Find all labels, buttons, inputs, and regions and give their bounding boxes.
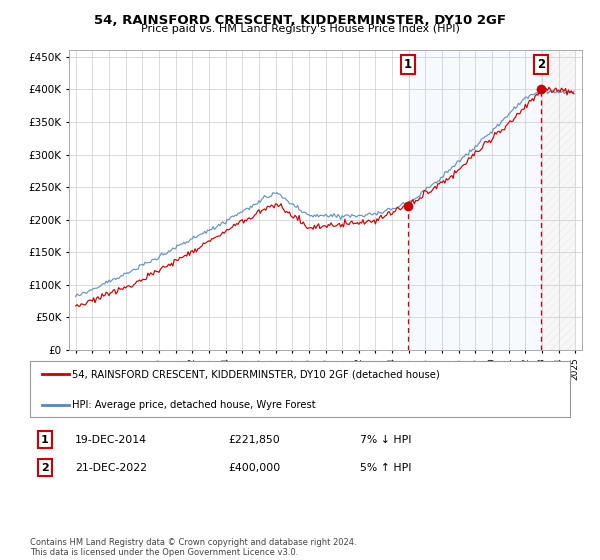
Text: 21-DEC-2022: 21-DEC-2022 <box>75 463 147 473</box>
Bar <box>408 50 541 350</box>
Text: HPI: Average price, detached house, Wyre Forest: HPI: Average price, detached house, Wyre… <box>72 400 316 410</box>
Text: 54, RAINSFORD CRESCENT, KIDDERMINSTER, DY10 2GF: 54, RAINSFORD CRESCENT, KIDDERMINSTER, D… <box>94 14 506 27</box>
Text: 2: 2 <box>41 463 49 473</box>
Text: 1: 1 <box>404 58 412 71</box>
Text: 7% ↓ HPI: 7% ↓ HPI <box>360 435 412 445</box>
Text: 1: 1 <box>41 435 49 445</box>
Text: £221,850: £221,850 <box>228 435 280 445</box>
Text: 5% ↑ HPI: 5% ↑ HPI <box>360 463 412 473</box>
Text: Contains HM Land Registry data © Crown copyright and database right 2024.
This d: Contains HM Land Registry data © Crown c… <box>30 538 356 557</box>
Text: £400,000: £400,000 <box>228 463 280 473</box>
Text: 2: 2 <box>537 58 545 71</box>
Text: 19-DEC-2014: 19-DEC-2014 <box>75 435 147 445</box>
Bar <box>541 50 575 350</box>
Text: Price paid vs. HM Land Registry's House Price Index (HPI): Price paid vs. HM Land Registry's House … <box>140 24 460 34</box>
Text: 54, RAINSFORD CRESCENT, KIDDERMINSTER, DY10 2GF (detached house): 54, RAINSFORD CRESCENT, KIDDERMINSTER, D… <box>72 369 440 379</box>
